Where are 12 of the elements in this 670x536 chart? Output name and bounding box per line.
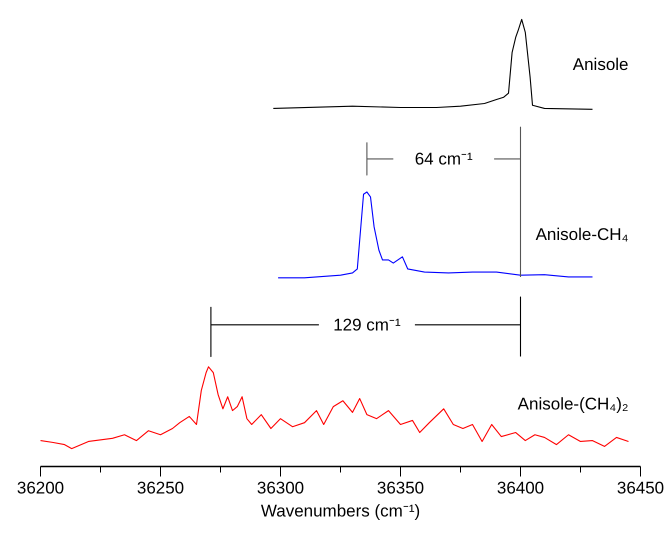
x-tick-label: 36450 xyxy=(616,478,664,498)
annotation: 64 cm⁻¹ xyxy=(414,149,474,168)
x-tick-label: 36300 xyxy=(256,478,304,498)
series-label: Anisole-CH₄ xyxy=(536,224,629,244)
x-tick-label: 36350 xyxy=(376,478,424,498)
annotation: 129 cm⁻¹ xyxy=(333,315,401,334)
text: Anisole xyxy=(572,54,629,74)
x-tick-label: 36400 xyxy=(496,478,544,498)
x-axis-title: Wavenumbers (cm⁻¹) xyxy=(260,502,420,520)
series-label: Anisole-(CH₄)₂ xyxy=(518,394,629,414)
x-tick-label: 36250 xyxy=(136,478,184,498)
x-tick-label: 36200 xyxy=(16,478,64,498)
